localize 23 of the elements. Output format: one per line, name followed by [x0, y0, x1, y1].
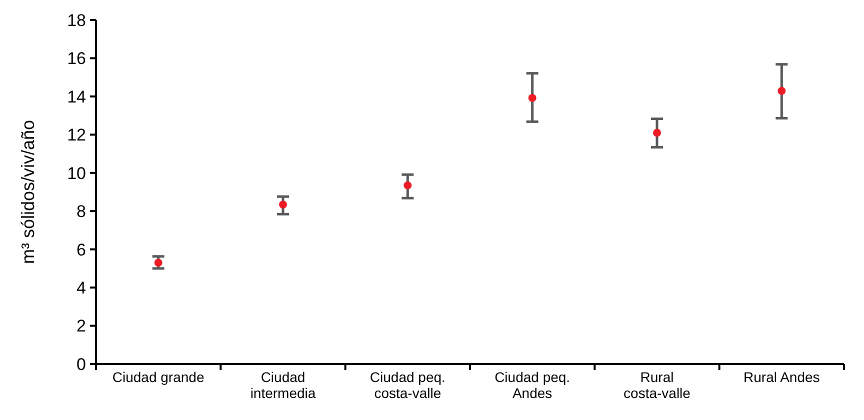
x-tick-label: Ciudad grande [112, 369, 204, 385]
x-tick-label: Ciudad peq. Andes [494, 369, 570, 401]
y-tick-label: 14 [67, 87, 86, 106]
point [653, 128, 661, 137]
x-tick-label: Rural Andes [744, 369, 820, 385]
point [528, 94, 536, 102]
y-tick-label: 0 [76, 354, 86, 374]
x-tick-label: Ciudad peq. costa-valle [370, 369, 446, 401]
y-tick-label: 8 [76, 202, 86, 222]
point [778, 86, 786, 95]
x-tick-label: Ciudad intermedia [250, 369, 316, 401]
y-axis-title: m³ sólidos/viv/año [18, 120, 38, 264]
point [154, 258, 162, 267]
y-tick-label: 16 [67, 49, 86, 68]
y-tick-label: 18 [67, 10, 86, 30]
x-tick-label: Rural costa-valle [624, 369, 691, 401]
point [279, 200, 287, 209]
point [404, 181, 412, 190]
y-tick-label: 2 [76, 316, 86, 336]
y-tick-label: 12 [67, 126, 86, 145]
y-tick-label: 10 [67, 164, 86, 183]
y-tick-label: 4 [76, 278, 86, 298]
y-tick-label: 6 [76, 240, 86, 260]
